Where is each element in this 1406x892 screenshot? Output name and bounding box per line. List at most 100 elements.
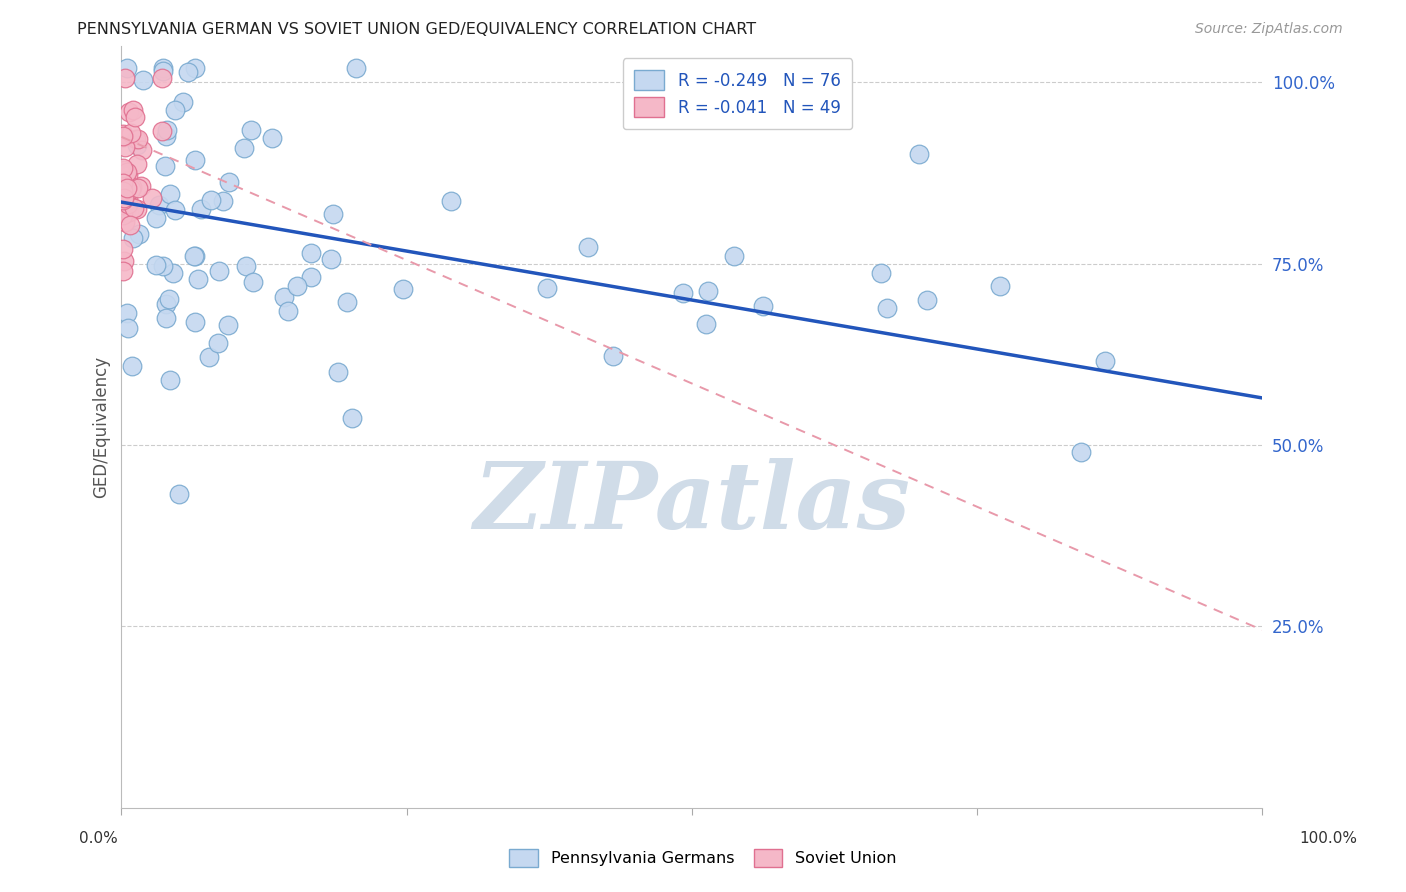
Point — [155, 128, 177, 143]
Point — [336, 295, 359, 310]
Point — [322, 207, 344, 221]
Point — [1094, 354, 1116, 368]
Point — [122, 201, 145, 215]
Point — [117, 197, 139, 211]
Point — [155, 296, 177, 310]
Point — [111, 195, 134, 210]
Point — [163, 203, 186, 218]
Point — [115, 205, 138, 219]
Point — [157, 293, 180, 307]
Point — [260, 131, 283, 145]
Point — [114, 140, 136, 154]
Point — [121, 103, 143, 117]
Y-axis label: GED/Equivalency: GED/Equivalency — [93, 356, 110, 498]
Point — [159, 187, 181, 202]
Point — [152, 259, 174, 273]
Point — [117, 191, 139, 205]
Point — [121, 359, 143, 374]
Point — [177, 64, 200, 78]
Point — [129, 178, 152, 193]
Point — [117, 168, 139, 182]
Point — [440, 194, 463, 208]
Point — [602, 349, 624, 363]
Point — [723, 249, 745, 263]
Point — [576, 240, 599, 254]
Point — [697, 285, 720, 299]
Point — [156, 123, 179, 137]
Point — [112, 163, 135, 178]
Point — [876, 301, 898, 315]
Point — [111, 209, 134, 223]
Point — [117, 321, 139, 335]
Point — [184, 249, 207, 263]
Point — [131, 143, 153, 157]
Point — [111, 185, 134, 199]
Point — [111, 264, 134, 278]
Point — [115, 165, 138, 179]
Point — [207, 336, 229, 351]
Point — [273, 290, 295, 304]
Point — [121, 180, 143, 194]
Point — [115, 184, 138, 198]
Point — [127, 180, 149, 194]
Point — [112, 191, 135, 205]
Point — [145, 211, 167, 225]
Point — [187, 272, 209, 286]
Point — [172, 95, 194, 110]
Point — [242, 275, 264, 289]
Point — [125, 132, 148, 146]
Point — [197, 351, 219, 365]
Point — [124, 111, 146, 125]
Point — [114, 71, 136, 86]
Point — [120, 181, 142, 195]
Point — [190, 202, 212, 216]
Point — [114, 215, 136, 229]
Point — [141, 191, 163, 205]
Point — [163, 103, 186, 117]
Point — [152, 61, 174, 75]
Point — [211, 194, 233, 208]
Point — [162, 266, 184, 280]
Point — [111, 243, 134, 257]
Point — [183, 249, 205, 263]
Point — [155, 311, 177, 326]
Point — [167, 487, 190, 501]
Point — [326, 365, 349, 379]
Point — [118, 105, 141, 120]
Point — [117, 181, 139, 195]
Point — [145, 258, 167, 272]
Point — [672, 285, 695, 300]
Text: ZIPatlas: ZIPatlas — [474, 458, 910, 548]
Point — [155, 159, 177, 173]
Point — [111, 198, 134, 212]
Point — [915, 293, 938, 308]
Point — [111, 128, 134, 142]
Point — [159, 373, 181, 387]
Point — [184, 315, 207, 329]
Point — [127, 132, 149, 146]
Point — [299, 269, 322, 284]
Point — [277, 304, 299, 318]
Point — [695, 318, 717, 332]
Point — [392, 282, 415, 296]
Point — [285, 279, 308, 293]
Point — [235, 259, 257, 273]
Point — [148, 197, 170, 211]
Text: Source: ZipAtlas.com: Source: ZipAtlas.com — [1195, 22, 1343, 37]
Point — [218, 175, 240, 189]
Point — [115, 61, 138, 75]
Point — [125, 138, 148, 153]
Point — [870, 266, 893, 280]
Point — [150, 124, 173, 138]
Point — [112, 193, 135, 207]
Point — [342, 411, 364, 425]
Point — [111, 161, 134, 175]
Text: 100.0%: 100.0% — [1299, 831, 1358, 846]
Point — [908, 147, 931, 161]
Point — [536, 281, 558, 295]
Point — [121, 230, 143, 244]
Point — [127, 202, 149, 217]
Point — [988, 278, 1011, 293]
Legend: Pennsylvania Germans, Soviet Union: Pennsylvania Germans, Soviet Union — [502, 840, 904, 875]
Point — [217, 318, 239, 332]
